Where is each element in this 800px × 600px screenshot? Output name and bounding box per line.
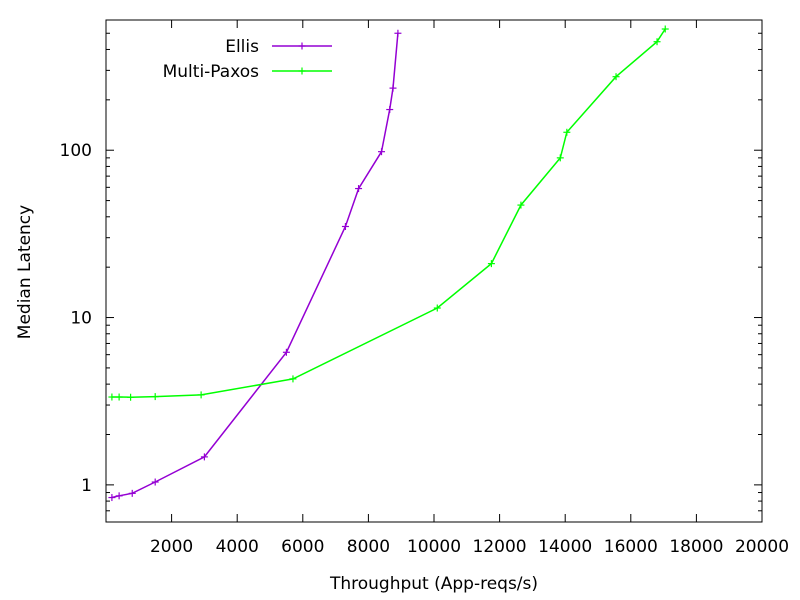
x-tick-label: 12000 (473, 537, 527, 557)
legend-label-ellis: Ellis (225, 37, 259, 57)
x-tick-label: 8000 (347, 537, 390, 557)
data-point-multi-paxos (517, 201, 525, 209)
y-tick-label: 10 (70, 309, 92, 329)
legend: Ellis Multi-Paxos (163, 37, 332, 82)
data-point-multi-paxos (289, 375, 297, 383)
series-layer (108, 25, 669, 502)
data-point-multi-paxos (487, 260, 495, 268)
x-tick-label: 2000 (150, 537, 193, 557)
data-point-ellis (386, 106, 394, 114)
data-point-multi-paxos (653, 38, 661, 46)
x-tick-label: 14000 (538, 537, 592, 557)
data-point-multi-paxos (151, 393, 159, 401)
data-point-ellis (128, 489, 136, 497)
data-point-multi-paxos (197, 391, 205, 399)
data-point-ellis (378, 148, 386, 156)
data-point-multi-paxos (661, 25, 669, 33)
y-tick-label: 100 (60, 141, 92, 161)
data-point-multi-paxos (612, 73, 620, 81)
data-point-multi-paxos (433, 304, 441, 312)
x-tick-label: 6000 (281, 537, 324, 557)
series-line-multi-paxos (111, 28, 666, 398)
data-point-multi-paxos (563, 128, 571, 136)
x-tick-label: 16000 (604, 537, 658, 557)
data-point-ellis (282, 348, 290, 356)
series-line-ellis (111, 33, 399, 499)
x-axis-title: Throughput (App-reqs/s) (329, 574, 538, 594)
data-point-multi-paxos (108, 393, 116, 401)
data-point-ellis (200, 453, 208, 461)
data-point-ellis (394, 29, 402, 37)
data-point-ellis (151, 478, 159, 486)
data-point-ellis (341, 223, 349, 231)
legend-marker-multi-paxos (298, 67, 306, 75)
data-point-multi-paxos (115, 393, 123, 401)
y-tick-label: 1 (81, 476, 92, 496)
data-point-ellis (355, 185, 363, 193)
data-point-multi-paxos (127, 393, 135, 401)
plot-frame (105, 19, 763, 523)
axis-ticks: 2000 4000 6000 8000 10000 12000 14000 16000 1800… (60, 19, 789, 557)
data-point-ellis (389, 84, 397, 92)
legend-marker-ellis (298, 42, 306, 50)
x-tick-label: 18000 (669, 537, 723, 557)
legend-label-multi-paxos: Multi-Paxos (163, 62, 260, 82)
data-point-multi-paxos (556, 154, 564, 162)
data-point-ellis (108, 494, 116, 502)
y-axis-title: Median Latency (15, 205, 35, 339)
x-tick-label: 10000 (407, 537, 461, 557)
data-point-ellis (115, 492, 123, 500)
x-tick-label: 20000 (735, 537, 789, 557)
x-tick-label: 4000 (216, 537, 259, 557)
